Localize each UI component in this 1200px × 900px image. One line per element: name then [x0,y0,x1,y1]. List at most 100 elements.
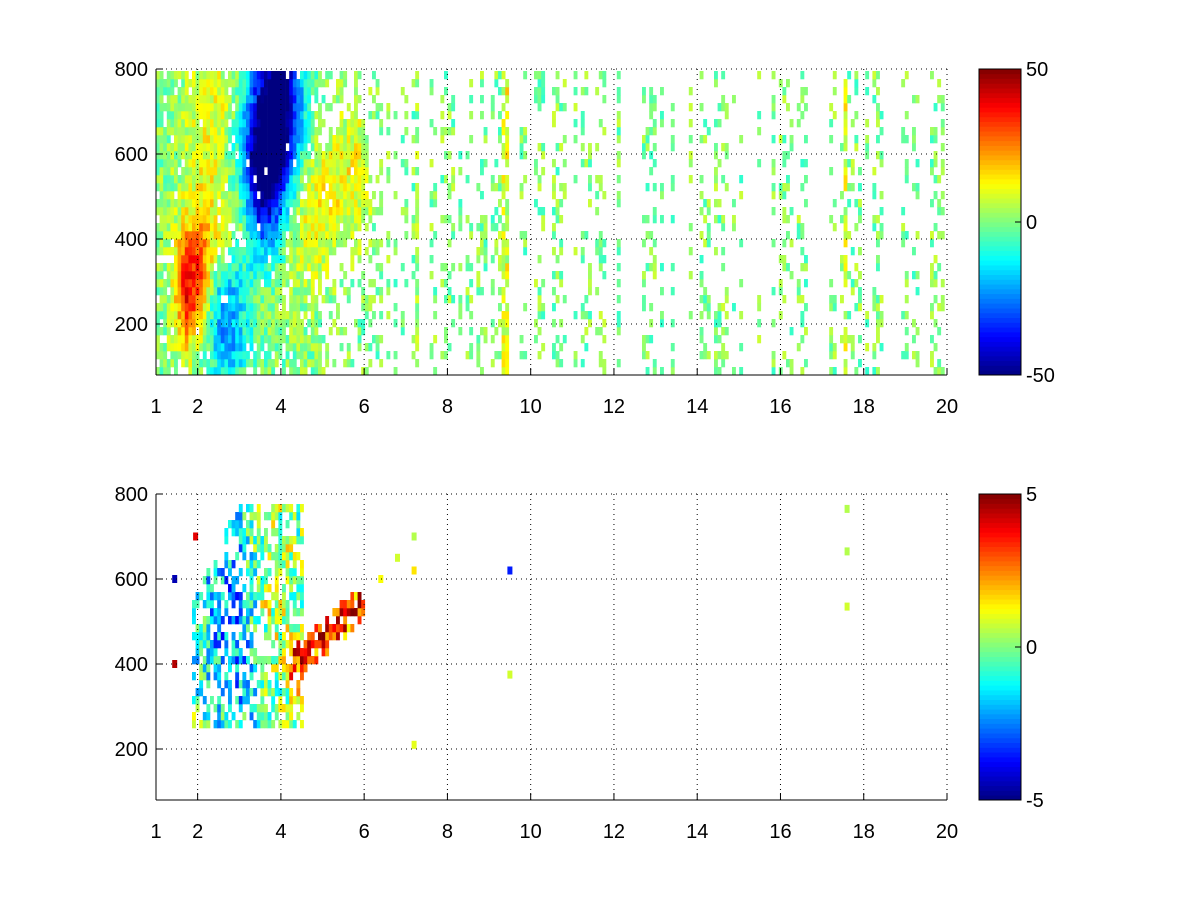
heatmap-cell [940,103,945,112]
heatmap-cell [242,87,247,96]
heatmap-cell [314,311,319,320]
heatmap-cell [253,135,258,144]
heatmap-cell [296,191,301,200]
grid-lines [156,493,948,800]
heatmap-cell [314,239,319,248]
heatmap-cell [642,343,646,352]
heatmap-cell [292,151,297,160]
heatmap-cell [228,159,232,168]
heatmap-cell [483,127,488,136]
heatmap-cell [238,199,243,208]
heatmap-cell [285,151,290,160]
heatmap-cell [580,127,585,136]
heatmap-cell [235,664,240,673]
heatmap-cell [253,295,258,304]
heatmap-cell [332,279,337,288]
heatmap-cell [256,295,261,304]
heatmap-cell [778,183,783,192]
heatmap-cell [303,656,308,665]
heatmap-cell [415,311,420,320]
heatmap-cell [616,135,621,144]
heatmap-cell [375,263,380,272]
heatmap-cell [260,207,265,216]
heatmap-cell [307,279,312,288]
heatmap-cell [271,319,276,328]
heatmap-cell [562,159,567,168]
heatmap-cell [163,135,168,144]
heatmap-cell [804,359,808,368]
heatmap-cell [177,311,182,320]
heatmap-cell [332,215,337,224]
colorbar-swatch [979,351,1021,357]
heatmap-cell [285,600,290,609]
heatmap-cell [501,127,506,136]
heatmap-cell [195,343,200,352]
heatmap-cell [256,335,261,344]
heatmap-cell [699,103,704,112]
heatmap-cell [253,111,258,120]
colorbar-swatch [979,193,1021,199]
heatmap-cell [786,151,790,160]
heatmap-cell [588,263,592,272]
heatmap-cell [159,223,164,232]
heatmap-cell [483,159,488,168]
heatmap-cell [242,624,247,633]
heatmap-cell [310,343,315,352]
heatmap-cell [476,223,481,232]
heatmap-cell [271,127,276,136]
heatmap-cell [242,207,247,216]
heatmap-cell [246,319,250,328]
heatmap-cell [199,648,204,657]
heatmap-cell [289,199,294,208]
heatmap-cell [325,239,330,248]
heatmap-cell [375,111,380,120]
heatmap-cell [433,311,438,320]
colorbar-swatch [979,140,1021,146]
colorbar-swatch [979,250,1021,256]
heatmap-cell [368,207,373,216]
heatmap-cell [195,263,200,272]
heatmap-cell [264,512,268,521]
heatmap-cell [310,191,315,200]
heatmap-cell [274,111,279,120]
heatmap-cell [537,143,542,152]
heatmap-cell [192,632,196,641]
heatmap-cell [940,167,945,176]
heatmap-cell [300,255,304,264]
heatmap-cell [213,648,218,657]
heatmap-cell [289,183,294,192]
heatmap-cell [188,143,193,152]
heatmap-cell [379,287,384,296]
heatmap-cell [494,79,499,88]
heatmap-cell [537,95,542,104]
heatmap-cell [170,303,175,312]
heatmap-cell [274,215,279,224]
heatmap-cell [872,223,877,232]
heatmap-cell [264,528,268,537]
heatmap-cell [213,335,218,344]
heatmap-cell [246,327,250,336]
heatmap-cell [354,95,358,104]
heatmap-cell [670,343,675,352]
heatmap-cell [332,223,337,232]
heatmap-cell [505,303,510,312]
heatmap-cell [307,640,312,649]
heatmap-cell [285,359,290,368]
heatmap-cell [285,720,290,729]
heatmap-cell [271,279,276,288]
heatmap-cell [184,191,189,200]
heatmap-cell [300,79,304,88]
heatmap-cell [177,295,182,304]
heatmap-cell [850,247,855,256]
heatmap-cell [357,223,362,232]
heatmap-cell [357,335,362,344]
heatmap-cell [598,239,603,248]
heatmap-cell [310,207,315,216]
heatmap-cell [782,135,787,144]
y-tick-label: 400 [115,654,148,676]
colorbar-swatch [979,102,1021,108]
heatmap-cell [199,287,204,296]
heatmap-cell [246,167,250,176]
heatmap-cell [256,712,261,721]
heatmap-cell [271,504,276,513]
